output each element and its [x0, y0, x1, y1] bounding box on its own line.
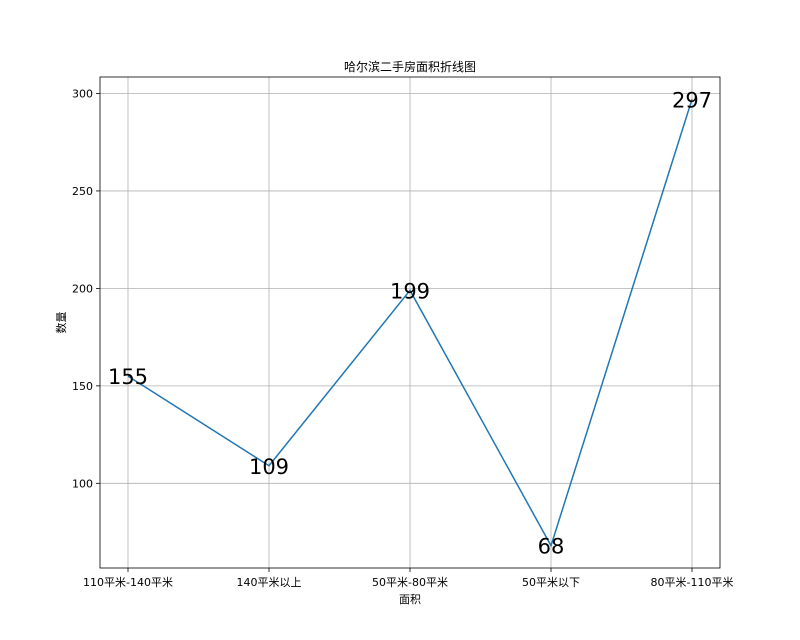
x-axis-title: 面积 [399, 593, 421, 606]
x-tick-label: 110平米-140平米 [83, 576, 173, 589]
chart-title: 哈尔滨二手房面积折线图 [344, 59, 476, 74]
y-tick-label: 100 [72, 477, 93, 490]
y-tick-label: 250 [72, 185, 93, 198]
series [127, 99, 693, 548]
y-tick-label: 150 [72, 380, 93, 393]
data-label: 199 [390, 279, 430, 303]
data-label: 109 [249, 455, 289, 479]
y-tick-label: 200 [72, 282, 93, 295]
x-tick-label: 80平米-110平米 [651, 576, 734, 589]
x-tick-label: 50平米-80平米 [372, 576, 448, 589]
x-tick-label: 50平米以下 [522, 576, 580, 589]
y-tick-label: 300 [72, 87, 93, 100]
y-axis-title: 数量 [55, 312, 68, 334]
data-label: 68 [538, 535, 565, 559]
data-labels: 155 109 199 68 297 [108, 88, 712, 558]
y-axis: 100 150 200 250 300 [72, 87, 100, 490]
data-label: 155 [108, 365, 148, 389]
x-tick-label: 140平米以上 [237, 576, 302, 589]
data-label: 297 [672, 88, 712, 112]
grid-lines [100, 77, 720, 568]
x-axis: 110平米-140平米 140平米以上 50平米-80平米 50平米以下 80平米-11… [83, 568, 733, 589]
